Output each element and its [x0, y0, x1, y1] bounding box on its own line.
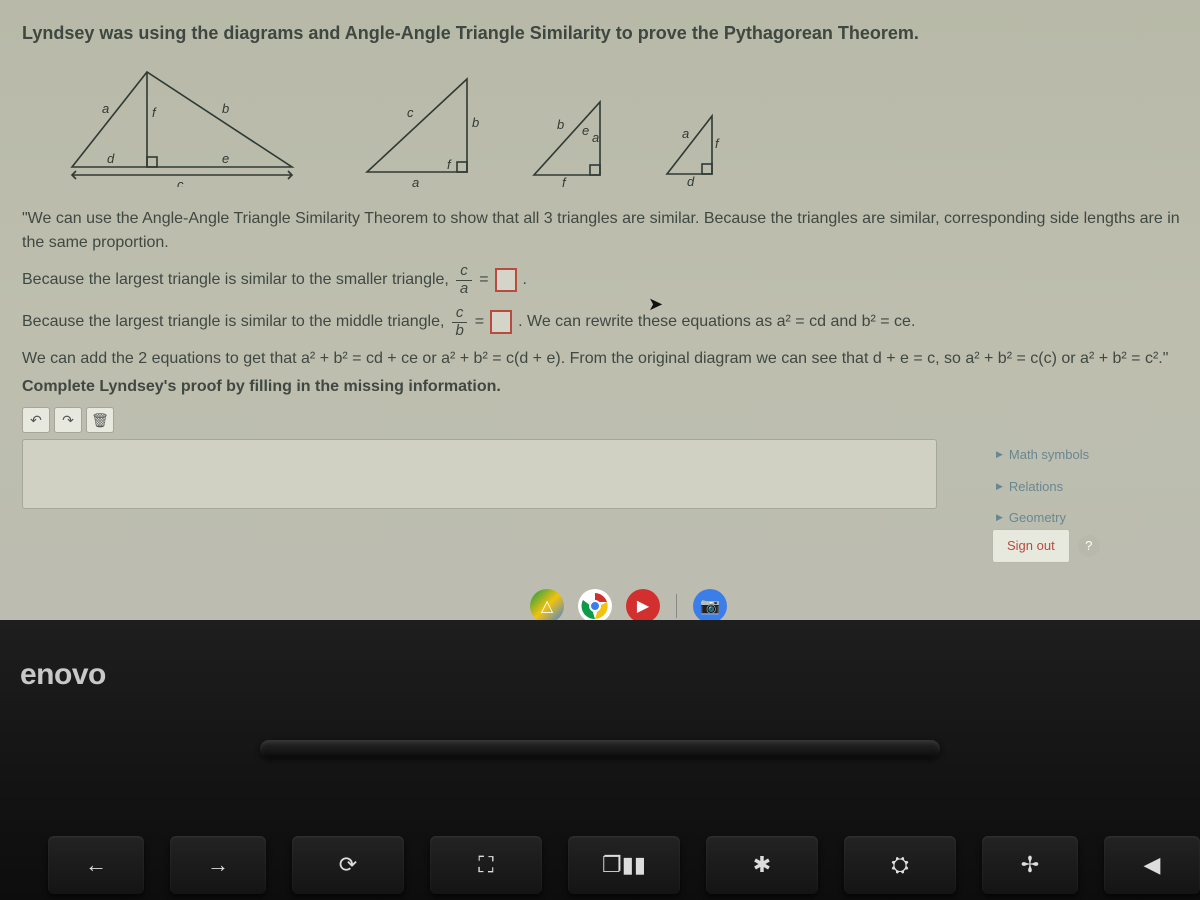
svg-text:f: f	[715, 136, 720, 151]
chrome-os-shelf: △ ▶ 📷	[530, 589, 727, 623]
youtube-icon[interactable]: ▶	[626, 589, 660, 623]
diagram-row: a f b d e c c	[52, 57, 1190, 187]
laptop-hinge	[260, 740, 940, 758]
camera-icon[interactable]: 📷	[693, 589, 727, 623]
helper-panels: ▶Math symbols ▶Relations ▶Geometry	[992, 439, 1182, 534]
key-fullscreen[interactable]: ⛶	[430, 836, 542, 894]
triangle-4: a f d	[657, 102, 727, 187]
svg-text:d: d	[687, 174, 695, 187]
proof-text: "We can use the Angle-Angle Triangle Sim…	[22, 207, 1190, 399]
svg-text:f: f	[562, 175, 567, 187]
svg-text:d: d	[107, 151, 115, 166]
blank-input-1[interactable]	[495, 268, 517, 292]
laptop-brand: enovo	[20, 658, 106, 692]
svg-text:e: e	[582, 123, 589, 138]
fraction-c-over-a: c a	[456, 263, 472, 297]
chevron-right-icon: ▶	[996, 511, 1003, 525]
proof-line-2: Because the largest triangle is similar …	[22, 263, 1190, 297]
chevron-right-icon: ▶	[996, 480, 1003, 494]
key-refresh[interactable]: ⟳	[292, 836, 404, 894]
svg-text:b: b	[557, 117, 564, 132]
answer-area: ▶Math symbols ▶Relations ▶Geometry Sign …	[22, 439, 1190, 509]
panel-math-symbols[interactable]: ▶Math symbols	[992, 439, 1182, 471]
triangle-2: c b a f	[352, 67, 482, 187]
svg-text:c: c	[407, 105, 414, 120]
triangle-1: a f b d e c	[52, 57, 312, 187]
key-mute[interactable]: ✢	[982, 836, 1078, 894]
svg-text:e: e	[222, 151, 229, 166]
svg-text:f: f	[152, 105, 157, 120]
key-brightness-down[interactable]: ✱	[706, 836, 818, 894]
screen-area: Lyndsey was using the diagrams and Angle…	[0, 0, 1200, 620]
content: Lyndsey was using the diagrams and Angle…	[22, 20, 1190, 509]
sign-out-button[interactable]: Sign out	[992, 529, 1070, 563]
delete-button[interactable]: 🗑	[86, 407, 114, 433]
proof-line-4: We can add the 2 equations to get that a…	[22, 347, 1190, 371]
panel-relations[interactable]: ▶Relations	[992, 471, 1182, 503]
fraction-c-over-b: c b	[451, 305, 467, 339]
svg-text:a: a	[682, 126, 689, 141]
key-overview[interactable]: ❐▮▮	[568, 836, 680, 894]
svg-text:a: a	[102, 101, 109, 116]
svg-text:b: b	[472, 115, 479, 130]
svg-text:b: b	[222, 101, 229, 116]
answer-input[interactable]	[22, 439, 937, 509]
chevron-right-icon: ▶	[996, 448, 1003, 462]
editor-toolbar: ↶ ↷ 🗑	[22, 407, 1190, 433]
triangle-3: b e a f	[522, 87, 617, 187]
redo-button[interactable]: ↷	[54, 407, 82, 433]
proof-line-3: Because the largest triangle is similar …	[22, 305, 1190, 339]
help-button[interactable]: ?	[1078, 535, 1100, 557]
key-brightness-up[interactable]: ⛭	[844, 836, 956, 894]
key-back[interactable]: ←	[48, 836, 144, 894]
blank-input-2[interactable]	[490, 310, 512, 334]
svg-text:f: f	[447, 157, 452, 172]
proof-line-1: "We can use the Angle-Angle Triangle Sim…	[22, 207, 1190, 255]
chrome-icon[interactable]	[578, 589, 612, 623]
google-drive-icon[interactable]: △	[530, 589, 564, 623]
undo-button[interactable]: ↶	[22, 407, 50, 433]
proof-line-5: Complete Lyndsey's proof by filling in t…	[22, 375, 1190, 399]
key-forward[interactable]: →	[170, 836, 266, 894]
svg-text:a: a	[412, 175, 419, 187]
question-title: Lyndsey was using the diagrams and Angle…	[22, 20, 1190, 47]
svg-text:c: c	[177, 177, 184, 187]
key-volume-down[interactable]: ◀	[1104, 836, 1200, 894]
keyboard-row: ← → ⟳ ⛶ ❐▮▮ ✱ ⛭ ✢ ◀	[48, 836, 1200, 894]
svg-text:a: a	[592, 130, 599, 145]
shelf-separator	[676, 594, 677, 618]
